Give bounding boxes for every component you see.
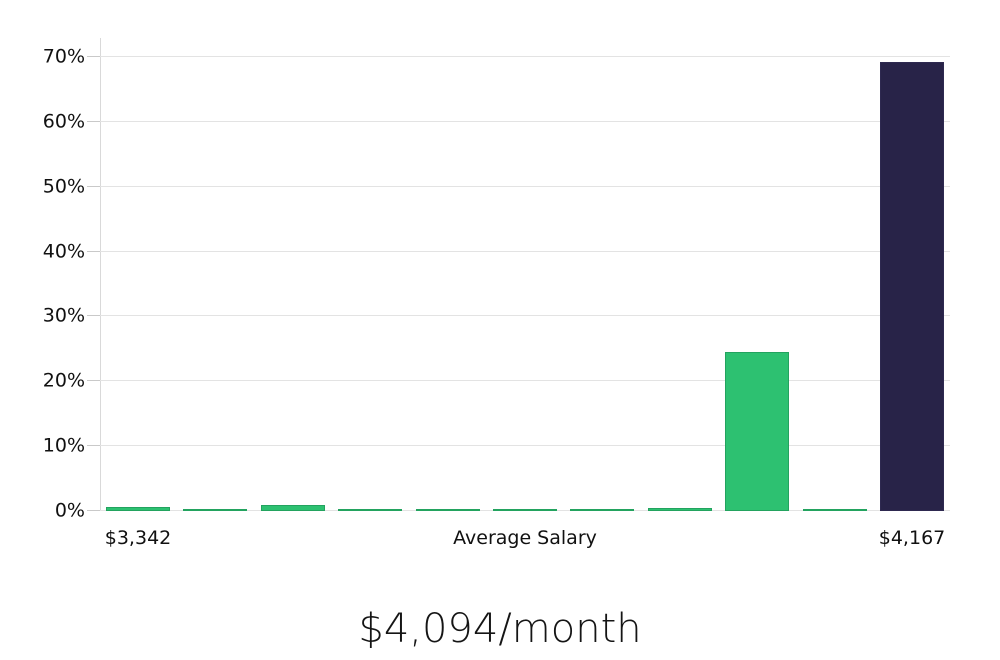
histogram-bar-1[interactable] [106,507,170,511]
plot-area: 0% 10% 20% 30% 40% 50% 60% 70% [43,38,950,520]
histogram-bar-6[interactable] [493,509,557,511]
chart-title: $4,094/month [358,606,642,652]
histogram-bar-5[interactable] [415,509,480,511]
y-tick-mark [87,120,100,122]
histogram-bar-2[interactable] [183,509,248,511]
y-tick-mark [87,445,100,447]
y-tick-label-40%: 40% [42,240,85,263]
y-tick-mark [87,56,100,57]
y-tick-mark [87,510,100,511]
gridline-70% [100,56,950,57]
histogram-bar-3[interactable] [260,504,325,511]
histogram-bar-10[interactable] [802,509,867,511]
y-tick-label-30%: 30% [42,304,85,327]
gridline-60% [100,120,950,122]
gridline-30% [100,315,950,317]
y-tick-label-70%: 70% [42,45,85,68]
gridline-10% [100,445,950,447]
y-tick-mark [87,315,100,317]
histogram-bar-9[interactable] [725,352,790,511]
x-label-max-salary: $4,167 [878,527,946,549]
gridline-20% [100,380,950,382]
y-tick-mark [87,380,100,382]
histogram-bar-7[interactable] [570,509,635,511]
y-tick-label-60%: 60% [42,110,85,133]
y-tick-label-10%: 10% [42,434,85,457]
y-tick-mark [87,250,100,252]
histogram-bar-4[interactable] [338,509,403,511]
y-tick-label-50%: 50% [42,175,85,198]
y-tick-label-0%: 0% [54,499,85,522]
x-label-average-salary: Average Salary [453,527,597,549]
y-axis-line [100,38,101,511]
histogram-bar-11[interactable] [880,61,944,511]
y-tick-mark [87,185,100,187]
x-label-min-salary: $3,342 [104,527,172,549]
gridline-50% [100,185,950,187]
y-tick-label-20%: 20% [42,369,85,392]
gridline-40% [100,250,950,252]
histogram-bar-8[interactable] [647,508,712,511]
